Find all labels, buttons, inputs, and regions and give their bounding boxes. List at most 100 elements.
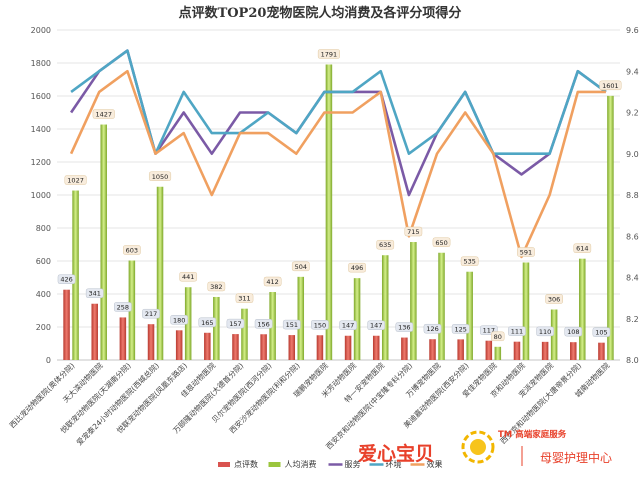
data-label-bg: [592, 327, 611, 337]
data-label-bg: [235, 293, 254, 303]
data-label-bg: [148, 171, 172, 181]
data-label-bg: [451, 324, 470, 334]
line-series-2: [69, 69, 606, 259]
data-label-bg: [348, 262, 366, 273]
data-label-bg: [423, 323, 442, 334]
data-label-bg: [367, 320, 386, 330]
bar-reviews-9: [316, 335, 324, 360]
bar-reviews-15: [485, 340, 493, 360]
bar-reviews-8: [288, 335, 296, 360]
legend-label: 点评数: [234, 459, 258, 469]
data-label: 105: [595, 329, 607, 337]
left-tick-label: 600: [36, 257, 51, 266]
watermark: 爱心宝贝 TM 高端家庭服务 母婴护理中心: [358, 429, 612, 466]
data-label: 1791: [321, 50, 338, 58]
data-label: 180: [173, 316, 185, 324]
data-label: 156: [257, 320, 269, 328]
left-tick-label: 1600: [31, 92, 51, 101]
data-label-bg: [114, 302, 132, 312]
data-label-bg: [564, 326, 583, 337]
data-label-bg: [179, 271, 198, 282]
bar-reviews-16: [513, 341, 521, 360]
data-label-bg: [536, 326, 554, 337]
bar-reviews-13: [429, 339, 436, 360]
data-label-bg: [170, 315, 189, 325]
bar-spend-7: [269, 292, 276, 360]
left-axis: 0 200 400 600 800 1000 1200 1400 1600 1800 2000: [31, 26, 51, 365]
data-label: 614: [576, 245, 588, 253]
bar-spend-13: [438, 252, 445, 360]
bar-spend-15: [494, 346, 502, 360]
data-label: 1427: [95, 111, 112, 119]
bar-reviews-3: [147, 324, 155, 360]
data-label-bg: [85, 288, 104, 298]
data-label: 147: [342, 322, 354, 330]
watermark-sub: 母婴护理中心: [540, 450, 612, 465]
data-label: 165: [201, 319, 213, 327]
data-labels: 426 341 258 217 180 165 157 156 151 150 147 147 136 1…: [57, 49, 622, 342]
bar-spend-17: [550, 309, 558, 360]
legend-label: 环境: [386, 459, 402, 469]
bar-reviews-2: [119, 317, 127, 360]
bar-spend-18: [579, 258, 586, 360]
data-label: 147: [370, 322, 382, 330]
gridlines: [57, 29, 620, 361]
data-label: 496: [351, 264, 363, 272]
right-tick-label: 8.8: [626, 191, 639, 200]
legend-label: 人均消费: [285, 459, 317, 469]
bar-reviews-18: [570, 342, 577, 360]
data-label-bg: [198, 317, 217, 328]
data-label-bg: [282, 319, 301, 330]
data-label-bg: [263, 276, 282, 287]
data-label: 382: [210, 283, 222, 291]
right-tick-label: 9.6: [626, 26, 639, 35]
data-label: 80: [494, 333, 502, 341]
data-label: 110: [539, 328, 551, 336]
right-tick-label: 9.0: [626, 150, 639, 159]
bar-reviews-6: [232, 334, 239, 360]
data-label: 157: [229, 320, 241, 328]
data-label-bg: [339, 320, 357, 330]
data-label: 311: [238, 295, 250, 303]
bar-reviews-12: [401, 337, 408, 360]
data-label-bg: [291, 261, 310, 272]
right-axis: 8.0 8.2 8.4 8.6 8.8 9.0 9.2 9.4 9.6: [626, 26, 639, 365]
bar-spend-16: [522, 262, 530, 360]
data-label: 108: [567, 328, 579, 336]
lines: [69, 49, 607, 259]
bar-reviews-10: [344, 335, 352, 360]
left-tick-label: 1000: [31, 191, 51, 200]
chart-title: 点评数TOP20宠物医院人均消费及各评分项得分: [179, 5, 462, 21]
left-tick-label: 1200: [31, 158, 51, 167]
legend-swatch: [218, 462, 230, 467]
data-label-bg: [317, 49, 340, 59]
data-label: 217: [145, 310, 157, 318]
bar-spend-5: [213, 296, 220, 360]
right-tick-label: 8.6: [626, 232, 639, 241]
left-tick-label: 0: [46, 356, 51, 365]
data-label: 341: [89, 290, 101, 298]
data-label: 591: [520, 248, 532, 256]
bar-reviews-19: [598, 342, 605, 360]
data-label: 126: [426, 325, 438, 333]
bar-spend-9: [325, 64, 333, 361]
line-series-1: [70, 49, 607, 155]
bar-reviews-14: [457, 339, 464, 360]
right-tick-label: 9.4: [626, 67, 639, 76]
data-label: 412: [266, 278, 278, 286]
data-label-bg: [573, 243, 592, 253]
data-label: 715: [407, 228, 419, 236]
bar-reviews-4: [175, 330, 183, 360]
data-label-bg: [460, 256, 479, 266]
legend-label: 效果: [427, 459, 443, 469]
data-label-bg: [142, 308, 160, 319]
bar-spend-1: [100, 124, 107, 360]
bar-reviews-17: [541, 341, 549, 360]
data-label-bg: [64, 175, 87, 185]
right-tick-label: 8.4: [626, 274, 639, 283]
data-label: 441: [182, 273, 194, 281]
bar-reviews-11: [372, 335, 380, 360]
left-tick-label: 800: [36, 224, 51, 233]
bar-spend-10: [353, 278, 361, 360]
data-label-bg: [599, 80, 622, 91]
